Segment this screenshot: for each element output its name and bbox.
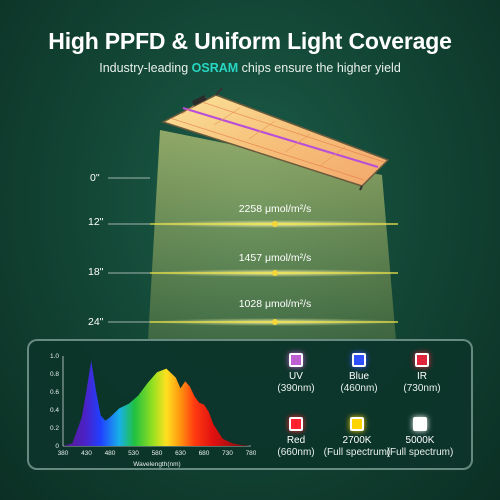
cool-white-chip-icon [413,417,427,431]
chip-red-detail: (660nm) [277,447,315,458]
spectrum-x-tick-label: 380 [58,450,69,457]
light-beam [148,130,396,340]
chip-5000k-name: 5000K [405,435,435,446]
depth-label-12: 12" [88,216,104,228]
spectrum-y-tick-label: 0.4 [50,407,59,414]
chip-ir: IR (730nm) [387,353,457,395]
subtitle-suffix: chips ensure the higher yield [238,61,401,75]
spectrum-y-tick-label: 0 [55,443,59,450]
chip-2700k-detail: (Full spectrum) [323,447,391,458]
spectrum-x-tick-label: 580 [152,450,163,457]
spectrum-curve [63,360,251,446]
blue-chip-icon [352,353,366,367]
ppfd-line-12 [150,220,400,228]
spectrum-x-axis-label: Wavelength(nm) [133,461,180,468]
chip-blue: Blue (460nm) [324,353,394,395]
spectrum-x-tick-label: 730 [222,450,233,457]
spectrum-x-tick-label: 430 [81,450,92,457]
page-subtitle: Industry-leading OSRAM chips ensure the … [0,61,500,75]
spectrum-panel: 380 430 480 530 580 630 680 730 780 0 0.2 0.4 0.6 0.8… [27,339,473,470]
spectrum-x-tick-label: 680 [199,450,210,457]
spectrum-x-tick-label: 480 [105,450,116,457]
subtitle-prefix: Industry-leading [99,61,192,75]
chip-ir-detail: (730nm) [403,383,441,394]
chip-2700k-name: 2700K [342,435,372,446]
depth-scale [108,177,150,323]
chip-5000k-detail: (Full spectrum) [386,447,454,458]
osram-brand-text: OSRAM [191,61,239,75]
uv-chip-icon [289,353,303,367]
grow-light-panel [161,87,390,191]
spectrum-y-tick-label: 1.0 [50,353,59,360]
chip-uv-detail: (390nm) [277,383,315,394]
ir-chip-icon [415,353,429,367]
spectrum-x-tick-label: 630 [175,450,186,457]
chip-red: Red (660nm) [261,417,331,459]
page-title: High PPFD & Uniform Light Coverage [48,28,452,54]
spectrum-x-tick-label: 530 [128,450,139,457]
chip-red-name: Red [286,435,306,446]
chip-blue-name: Blue [348,371,369,382]
depth-label-0: 0" [90,172,100,184]
ppfd-reading-18: 1457 μmol/m²/s [238,252,312,264]
red-chip-icon [289,417,303,431]
spectrum-y-tick-label: 0.6 [50,389,59,396]
spectrum-tick-labels: 380 430 480 530 580 630 680 730 780 0 0.2 0.4 0.6 0.8… [50,353,256,468]
chip-ir-name: IR [417,371,427,382]
spectrum-y-tick-label: 0.2 [50,425,59,432]
ppfd-reading-24: 1028 μmol/m²/s [238,298,312,310]
depth-label-18: 18" [88,266,104,278]
depth-label-24: 24" [88,316,104,328]
spectrum-x-tick-label: 780 [246,450,256,457]
spectrum-chart: 380 430 480 530 580 630 680 730 780 0 0.2 0.4 0.6 0.8… [50,353,256,468]
spectrum-y-tick-label: 0.8 [50,371,59,378]
chip-5000k: 5000K (Full spectrum) [385,417,455,459]
ppfd-line-18 [150,269,400,277]
chip-uv: UV (390nm) [261,353,331,395]
chip-2700k: 2700K (Full spectrum) [322,417,392,459]
ppfd-reading-12: 2258 μmol/m²/s [238,203,312,215]
chip-blue-detail: (460nm) [340,383,378,394]
ppfd-line-24 [150,318,400,326]
chip-uv-name: UV [289,371,303,382]
warm-white-chip-icon [350,417,364,431]
